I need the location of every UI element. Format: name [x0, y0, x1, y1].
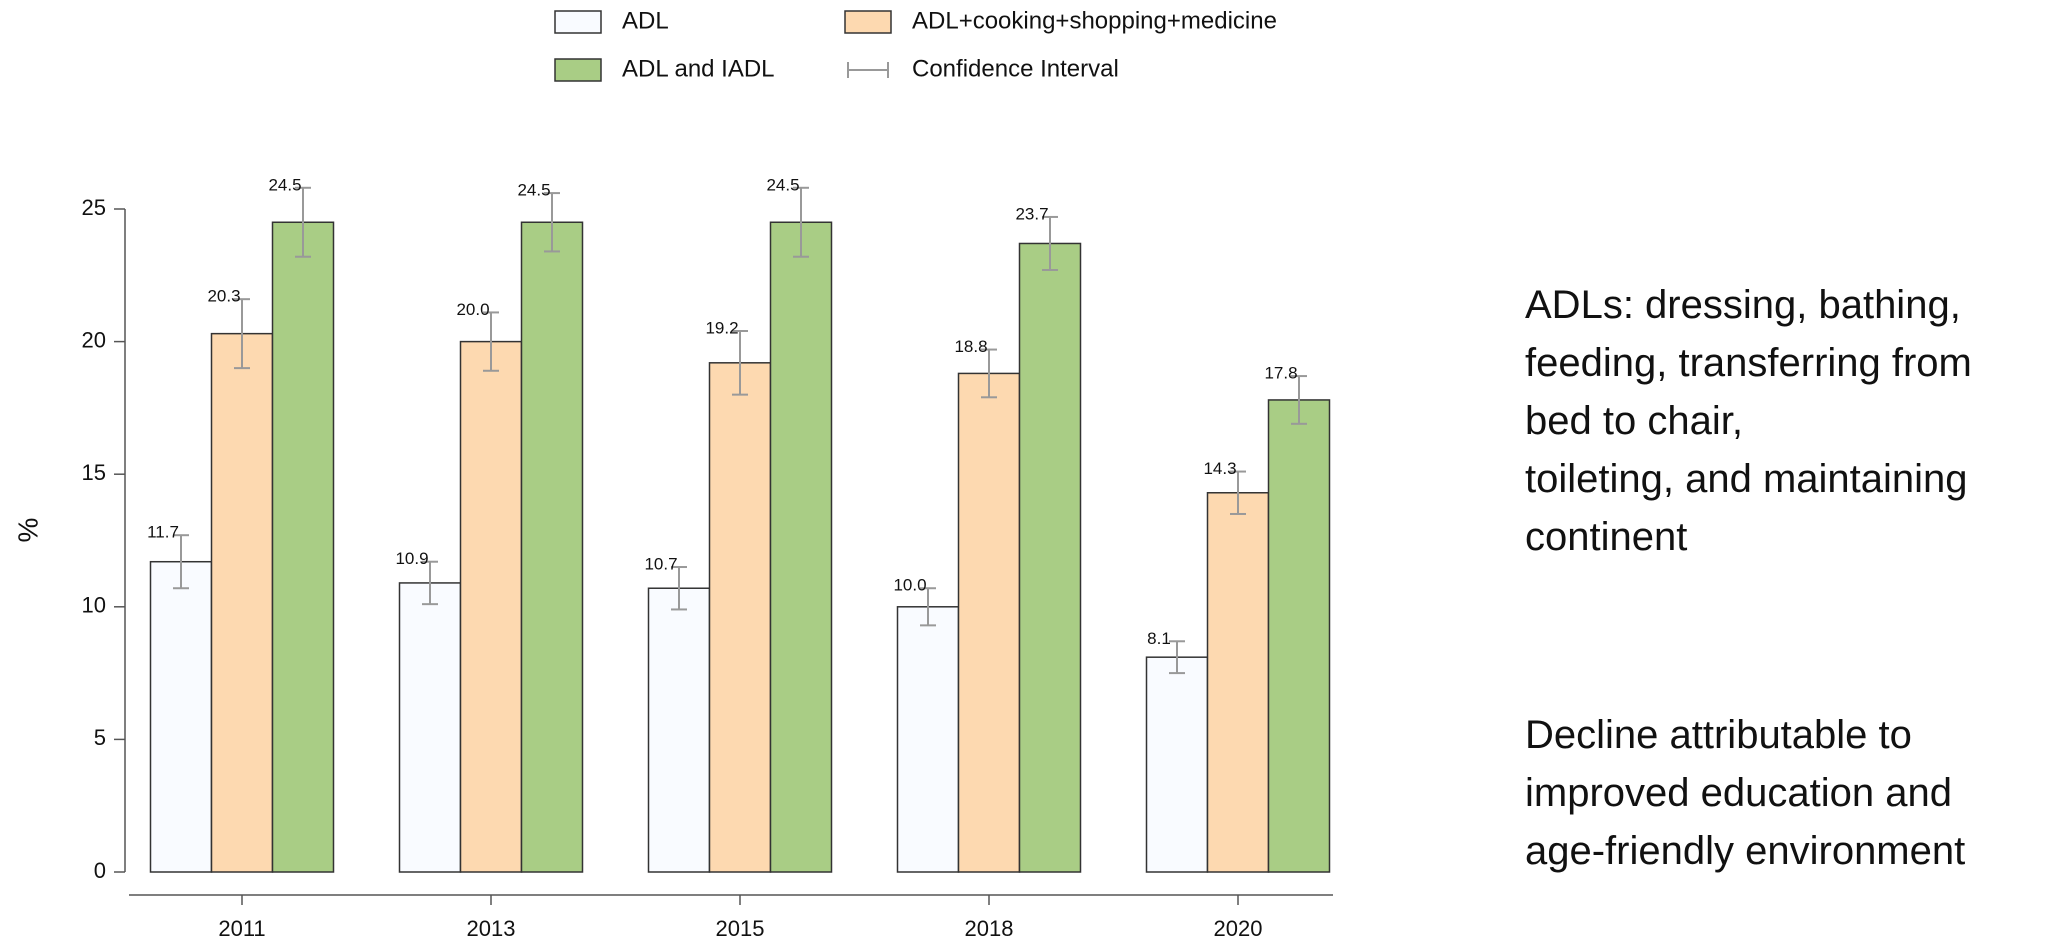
data-label: 24.5 [766, 175, 799, 194]
note-line: continent [1525, 515, 1687, 559]
note-line: improved education and [1525, 771, 1952, 815]
data-label: 23.7 [1015, 204, 1048, 223]
data-label: 10.0 [893, 576, 926, 595]
note-line: age-friendly environment [1525, 829, 1965, 873]
legend-label: Confidence Interval [912, 55, 1119, 82]
note-line: bed to chair, [1525, 399, 1743, 443]
x-tick-label: 2011 [218, 916, 265, 941]
y-tick-label: 5 [94, 725, 106, 750]
note-line: toileting, and maintaining [1525, 457, 1968, 501]
bar [957, 372, 1021, 873]
bar [210, 332, 274, 873]
data-label: 20.0 [456, 300, 489, 319]
bar [708, 362, 772, 873]
y-axis-label: % [12, 518, 43, 543]
bar [1018, 242, 1082, 873]
data-label: 24.5 [268, 175, 301, 194]
y-tick-label: 20 [82, 327, 106, 352]
data-label: 19.2 [705, 318, 738, 337]
bar [896, 606, 960, 873]
bar [1145, 656, 1209, 873]
bar [520, 221, 584, 873]
y-tick-label: 0 [94, 858, 106, 883]
x-tick-label: 2013 [467, 916, 516, 941]
data-label: 18.8 [954, 337, 987, 356]
data-label: 11.7 [147, 523, 179, 542]
bar [647, 587, 711, 873]
bar [398, 582, 462, 873]
data-label: 24.5 [517, 181, 550, 200]
legend-label: ADL+cooking+shopping+medicine [912, 7, 1277, 34]
data-label: 8.1 [1147, 629, 1171, 648]
bar [769, 221, 833, 873]
note-line: ADLs: dressing, bathing, [1525, 283, 1961, 327]
bar [459, 340, 523, 873]
y-tick-label: 25 [82, 195, 106, 220]
data-label: 17.8 [1264, 364, 1297, 383]
data-label: 10.7 [644, 555, 677, 574]
x-tick-label: 2020 [1214, 916, 1263, 941]
data-label: 14.3 [1203, 459, 1236, 478]
x-tick-label: 2018 [965, 916, 1014, 941]
bar [1267, 399, 1331, 873]
bar [1206, 492, 1270, 873]
legend-label: ADL [622, 7, 669, 34]
legend-label: ADL and IADL [622, 55, 775, 82]
legend-swatch [554, 10, 602, 34]
note-line: feeding, transferring from [1525, 341, 1972, 385]
y-tick-label: 15 [82, 460, 106, 485]
bar [149, 560, 213, 873]
y-tick-label: 10 [82, 593, 106, 618]
legend-swatch [844, 10, 892, 34]
note-line: Decline attributable to [1525, 713, 1912, 757]
bar [271, 221, 335, 873]
data-label: 20.3 [207, 287, 240, 306]
x-tick-label: 2015 [716, 916, 765, 941]
legend-swatch [554, 58, 602, 82]
data-label: 10.9 [395, 549, 428, 568]
